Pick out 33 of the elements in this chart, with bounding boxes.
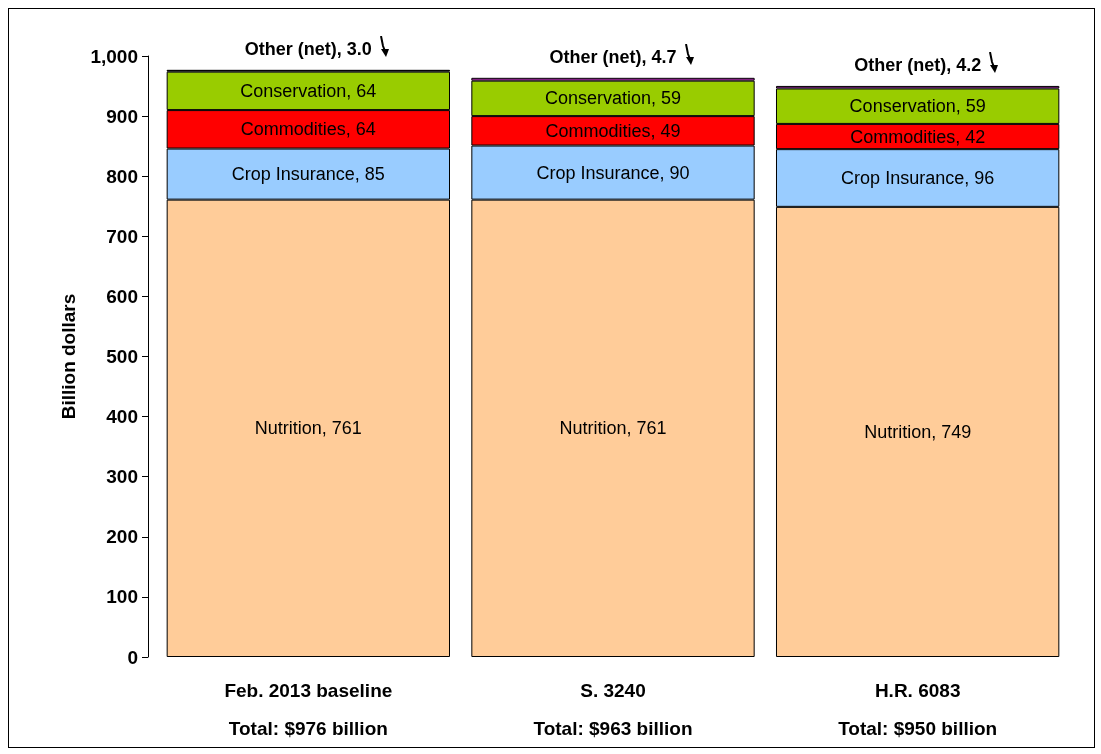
y-tick-label: 700 bbox=[106, 225, 138, 247]
x-tick-label: S. 3240 bbox=[580, 679, 646, 701]
data-label: Crop Insurance, 96 bbox=[841, 168, 995, 188]
data-label: Conservation, 59 bbox=[544, 88, 682, 109]
data-label: Crop Insurance, 85 bbox=[231, 164, 385, 185]
data-label: Other (net), 4.2 bbox=[854, 54, 982, 75]
y-tick-label: 0 bbox=[127, 646, 138, 668]
y-tick-label: 300 bbox=[106, 466, 138, 488]
data-label: Nutrition, 761 bbox=[254, 418, 362, 439]
data-label: Other (net), 3.0 bbox=[244, 38, 372, 59]
data-label: Commodities, 42 bbox=[850, 126, 986, 147]
text: Total: $976 billion bbox=[228, 717, 388, 739]
text: Total: $963 billion bbox=[533, 717, 693, 739]
data-label: Conservation, 59 bbox=[849, 96, 986, 117]
y-tick-label: 800 bbox=[106, 165, 138, 187]
data-label: Crop Insurance, 90 bbox=[536, 162, 690, 183]
y-tick-label: 500 bbox=[106, 346, 138, 367]
y-tick-label: 900 bbox=[106, 105, 138, 127]
y-tick-label: 100 bbox=[106, 586, 138, 608]
text: Total: $950 billion bbox=[838, 717, 998, 739]
y-tick-label: 1,000 bbox=[90, 45, 138, 67]
x-tick-label: Feb. 2013 baseline bbox=[224, 679, 393, 701]
y-tick-label: 400 bbox=[106, 406, 138, 428]
x-tick-label: H.R. 6083 bbox=[874, 679, 961, 701]
data-label: Commodities, 49 bbox=[545, 120, 681, 141]
data-label: Nutrition, 761 bbox=[559, 418, 667, 439]
data-label: Conservation, 64 bbox=[240, 80, 377, 101]
y-axis-title: Billion dollars bbox=[58, 293, 79, 420]
data-label: Commodities, 64 bbox=[240, 119, 376, 140]
y-tick-label: 200 bbox=[106, 526, 138, 548]
data-label: Nutrition, 749 bbox=[864, 421, 972, 442]
y-tick-label: 600 bbox=[106, 285, 138, 307]
data-label: Other (net), 4.7 bbox=[549, 46, 677, 67]
